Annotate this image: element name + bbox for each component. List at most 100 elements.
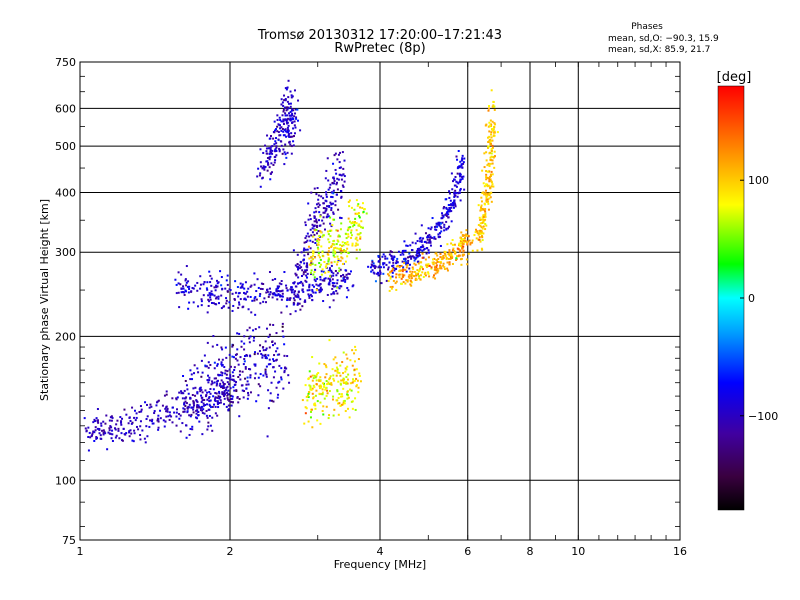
data-point bbox=[242, 396, 245, 399]
data-point bbox=[309, 416, 312, 419]
data-point bbox=[454, 184, 457, 187]
data-point bbox=[322, 382, 325, 385]
data-point bbox=[414, 263, 417, 266]
data-point bbox=[262, 374, 265, 377]
data-point bbox=[208, 414, 211, 417]
data-point bbox=[340, 195, 343, 198]
data-point bbox=[291, 112, 294, 115]
data-point bbox=[291, 121, 294, 124]
data-point bbox=[428, 240, 431, 243]
data-point bbox=[269, 178, 272, 181]
data-point bbox=[432, 261, 435, 264]
data-point bbox=[283, 163, 286, 166]
data-point bbox=[462, 162, 465, 165]
data-point bbox=[229, 374, 232, 377]
data-point bbox=[96, 408, 99, 411]
data-point bbox=[295, 285, 298, 288]
data-point bbox=[296, 303, 299, 306]
data-point bbox=[266, 160, 269, 163]
data-point bbox=[237, 363, 240, 366]
data-point bbox=[276, 130, 279, 133]
data-point bbox=[435, 222, 438, 225]
data-point bbox=[308, 294, 311, 297]
data-point bbox=[346, 247, 349, 250]
data-point bbox=[387, 266, 390, 269]
data-point bbox=[190, 290, 193, 293]
data-point bbox=[248, 326, 251, 329]
data-point bbox=[471, 241, 474, 244]
data-point bbox=[276, 285, 279, 288]
data-point bbox=[285, 287, 288, 290]
data-point bbox=[453, 199, 456, 202]
data-point bbox=[287, 124, 290, 127]
data-point bbox=[460, 263, 463, 266]
data-point bbox=[385, 263, 388, 266]
data-point bbox=[404, 260, 407, 263]
data-point bbox=[358, 214, 361, 217]
data-point bbox=[460, 237, 463, 240]
data-point bbox=[402, 274, 405, 277]
data-point bbox=[357, 391, 360, 394]
data-point bbox=[434, 237, 437, 240]
data-point bbox=[213, 381, 216, 384]
data-point bbox=[410, 257, 413, 260]
data-point bbox=[328, 377, 331, 380]
data-point bbox=[276, 290, 279, 293]
data-point bbox=[163, 425, 166, 428]
data-point bbox=[307, 394, 310, 397]
data-point bbox=[195, 409, 198, 412]
data-point bbox=[376, 271, 379, 274]
data-point bbox=[347, 396, 350, 399]
data-point bbox=[419, 248, 422, 251]
data-point bbox=[324, 364, 327, 367]
data-point bbox=[448, 204, 451, 207]
data-point bbox=[253, 272, 256, 275]
data-point bbox=[286, 126, 289, 129]
data-point bbox=[297, 266, 300, 269]
data-point bbox=[310, 295, 313, 298]
data-point bbox=[491, 159, 494, 162]
data-point bbox=[483, 152, 486, 155]
data-point bbox=[187, 392, 190, 395]
data-point bbox=[341, 262, 344, 265]
data-point bbox=[327, 382, 330, 385]
data-point bbox=[336, 229, 339, 232]
data-point bbox=[444, 251, 447, 254]
data-point bbox=[326, 383, 329, 386]
data-point bbox=[201, 411, 204, 414]
data-point bbox=[437, 235, 440, 238]
data-point bbox=[214, 392, 217, 395]
data-point bbox=[398, 269, 401, 272]
data-point bbox=[215, 384, 218, 387]
data-point bbox=[226, 385, 229, 388]
data-point bbox=[140, 408, 143, 411]
data-point bbox=[247, 383, 250, 386]
data-point bbox=[337, 153, 340, 156]
data-point bbox=[490, 89, 493, 92]
x-tick-label: 4 bbox=[377, 545, 384, 558]
data-point bbox=[199, 390, 202, 393]
data-point bbox=[294, 290, 297, 293]
data-point bbox=[333, 408, 336, 411]
data-point bbox=[221, 371, 224, 374]
data-point bbox=[416, 249, 419, 252]
data-point bbox=[485, 224, 488, 227]
data-point bbox=[317, 371, 320, 374]
data-point bbox=[216, 400, 219, 403]
data-point bbox=[443, 223, 446, 226]
data-point bbox=[324, 271, 327, 274]
data-point bbox=[346, 276, 349, 279]
data-point bbox=[187, 280, 190, 283]
data-point bbox=[351, 364, 354, 367]
data-point bbox=[348, 273, 351, 276]
data-point bbox=[208, 390, 211, 393]
data-point bbox=[331, 181, 334, 184]
data-point bbox=[256, 352, 259, 355]
colorbar-tick-label: 0 bbox=[748, 292, 755, 305]
data-point bbox=[338, 393, 341, 396]
data-point bbox=[461, 234, 464, 237]
data-point bbox=[357, 203, 360, 206]
data-point bbox=[335, 274, 338, 277]
data-point bbox=[486, 194, 489, 197]
